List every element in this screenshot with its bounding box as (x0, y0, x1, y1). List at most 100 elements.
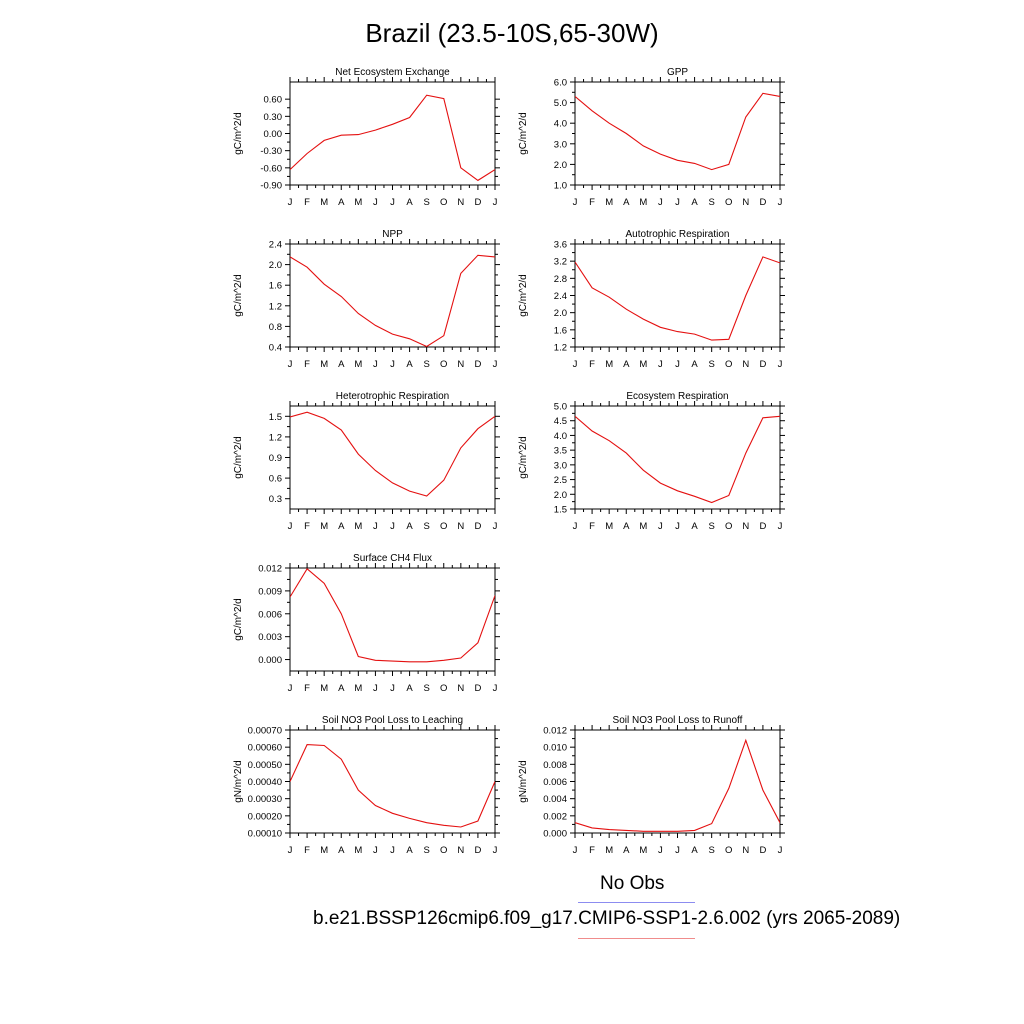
chart-title: GPP (667, 67, 688, 78)
y-tick-label: 0.4 (269, 343, 282, 354)
y-tick-label: 4.5 (554, 416, 567, 427)
y-tick-label: 2.0 (554, 160, 567, 171)
x-tick-label: F (589, 521, 595, 532)
x-tick-label: M (639, 359, 647, 370)
y-tick-label: 0.00 (264, 129, 283, 140)
x-tick-label: M (320, 359, 328, 370)
chart-title: Heterotrophic Respiration (336, 391, 449, 402)
x-tick-label: J (373, 359, 378, 370)
y-tick-label: 0.8 (269, 322, 282, 333)
x-tick-label: F (304, 359, 310, 370)
chart-panel-6: J F M A M J J A S O N D J0.0000.0030.0060.0090.012Su… (233, 553, 500, 694)
x-tick-label: O (725, 521, 732, 532)
y-tick-label: 0.012 (258, 564, 282, 575)
x-tick-label: S (708, 359, 714, 370)
x-tick-label: D (474, 845, 481, 856)
y-tick-label: 3.0 (554, 460, 567, 471)
y-tick-label: 1.2 (554, 343, 567, 354)
legend-case-line (578, 938, 695, 939)
x-tick-label: J (573, 521, 578, 532)
x-tick-label: J (675, 521, 680, 532)
x-tick-label: J (390, 197, 395, 208)
plot-frame (574, 405, 781, 510)
chart-title: Ecosystem Respiration (626, 391, 728, 402)
x-tick-label: S (708, 521, 714, 532)
y-axis-label: gC/m^2/d (233, 436, 244, 479)
x-tick-label: A (338, 197, 345, 208)
y-tick-label: 4.0 (554, 431, 567, 442)
x-tick-label: J (573, 359, 578, 370)
y-tick-label: 6.0 (554, 78, 567, 89)
x-tick-label: J (288, 845, 293, 856)
x-tick-label: J (778, 521, 783, 532)
x-tick-label: J (288, 683, 293, 694)
x-tick-label: O (440, 521, 447, 532)
y-tick-label: -0.30 (260, 146, 282, 157)
x-tick-label: J (658, 521, 663, 532)
chart-panel-0: J F M A M J J A S O N D J-0.90-0.60-0.300.000.300.60… (233, 67, 500, 208)
x-tick-label: J (675, 359, 680, 370)
x-tick-label: M (605, 197, 613, 208)
x-tick-label: D (474, 359, 481, 370)
x-tick-label: D (474, 683, 481, 694)
plot-frame (289, 243, 496, 348)
x-tick-label: J (573, 197, 578, 208)
x-tick-label: J (390, 521, 395, 532)
y-tick-label: 2.8 (554, 274, 567, 285)
x-tick-label: A (338, 845, 345, 856)
x-tick-label: A (691, 197, 698, 208)
y-tick-label: 0.012 (543, 726, 567, 737)
x-tick-label: A (623, 197, 630, 208)
chart-panel-1: J F M A M J J A S O N D J1.02.03.04.05.06.0GPPgC/m^2… (518, 67, 785, 208)
x-tick-label: J (373, 197, 378, 208)
x-tick-label: A (406, 359, 413, 370)
x-tick-label: D (759, 521, 766, 532)
x-tick-label: S (423, 845, 429, 856)
x-tick-label: J (573, 845, 578, 856)
chart-title: Soil NO3 Pool Loss to Runoff (613, 715, 743, 726)
x-tick-label: N (742, 197, 749, 208)
y-tick-label: 0.004 (543, 794, 567, 805)
y-tick-label: 0.000 (543, 829, 567, 840)
y-tick-label: -0.90 (260, 181, 282, 192)
x-tick-label: S (423, 521, 429, 532)
y-tick-label: 4.0 (554, 119, 567, 130)
y-tick-label: 1.5 (269, 412, 282, 423)
x-tick-label: M (605, 845, 613, 856)
x-tick-label: O (725, 359, 732, 370)
y-tick-label: 0.008 (543, 760, 567, 771)
x-tick-label: A (338, 359, 345, 370)
x-tick-label: M (639, 521, 647, 532)
x-tick-label: O (440, 197, 447, 208)
y-tick-label: 0.3 (269, 494, 282, 505)
x-tick-label: J (493, 845, 498, 856)
y-tick-label: 0.00050 (248, 760, 282, 771)
x-tick-label: D (759, 845, 766, 856)
y-tick-label: 1.6 (269, 281, 282, 292)
chart-panel-5: J F M A M J J A S O N D J1.52.02.53.03.54.04.55.0Eco… (518, 391, 785, 532)
chart-panel-3: J F M A M J J A S O N D J1.21.62.02.42.83.23.6Autotr… (518, 229, 785, 370)
y-tick-label: 2.5 (554, 475, 567, 486)
x-tick-label: M (320, 197, 328, 208)
x-tick-label: J (675, 197, 680, 208)
x-tick-label: S (708, 197, 714, 208)
y-tick-label: 0.9 (269, 453, 282, 464)
y-axis-label: gC/m^2/d (233, 112, 244, 155)
chart-title: Autotrophic Respiration (626, 229, 730, 240)
legend-obs-line (578, 902, 695, 903)
x-tick-label: N (742, 359, 749, 370)
x-tick-label: A (691, 845, 698, 856)
x-tick-label: M (639, 197, 647, 208)
x-tick-label: M (354, 683, 362, 694)
series-line (575, 738, 780, 832)
x-tick-label: J (658, 197, 663, 208)
x-tick-label: J (493, 197, 498, 208)
x-tick-label: J (778, 197, 783, 208)
x-tick-label: O (440, 845, 447, 856)
chart-panel-2: J F M A M J J A S O N D J0.40.81.21.62.02.4NPPgC/m^2… (233, 229, 500, 370)
chart-panel-4: J F M A M J J A S O N D J0.30.60.91.21.5Heterotrophi… (233, 391, 500, 532)
x-tick-label: J (658, 845, 663, 856)
x-tick-label: A (406, 683, 413, 694)
y-tick-label: -0.60 (260, 163, 282, 174)
x-tick-label: J (493, 683, 498, 694)
